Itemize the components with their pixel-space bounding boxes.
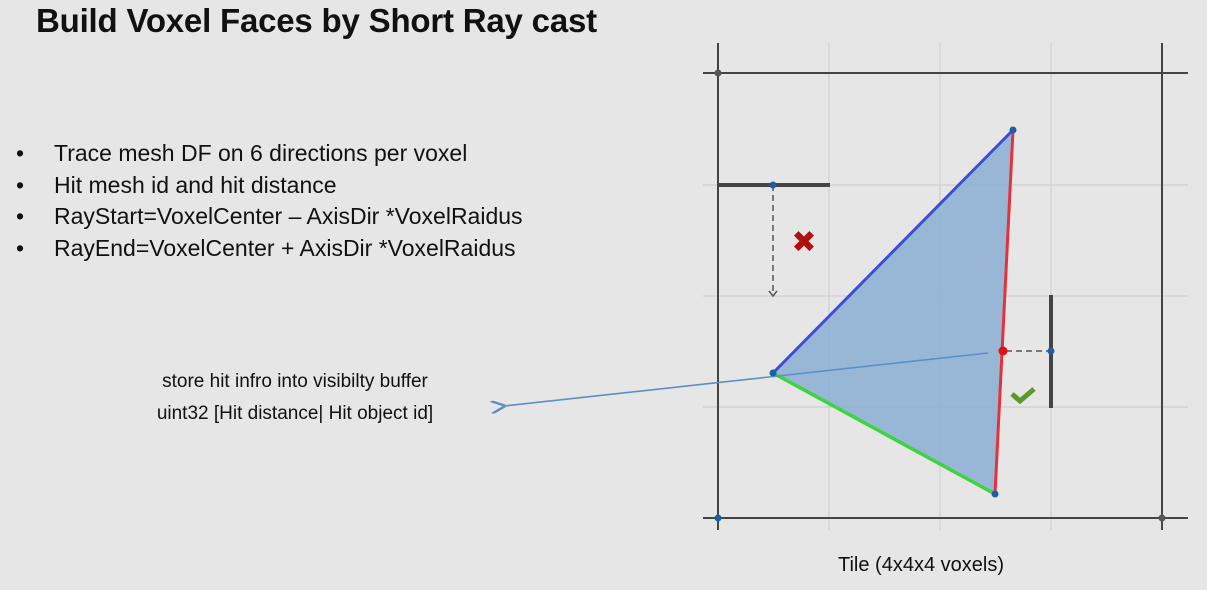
- corner-point: [1158, 514, 1166, 522]
- checkmark-icon: [1010, 387, 1036, 405]
- bullet-list: Trace mesh DF on 6 directions per voxel …: [16, 138, 523, 264]
- diagram-caption: Tile (4x4x4 voxels): [838, 554, 1004, 576]
- bullet-item: Trace mesh DF on 6 directions per voxel: [16, 138, 523, 170]
- edge-blue: [771, 128, 1015, 375]
- mesh-triangle: [773, 130, 1013, 494]
- bullet-item: RayEnd=VoxelCenter + AxisDir *VoxelRaidu…: [16, 233, 523, 265]
- corner-point: [714, 69, 722, 77]
- visibility-buffer-note: store hit infro into visibilty buffer ui…: [100, 366, 490, 430]
- bullet-item: Hit mesh id and hit distance: [16, 170, 523, 202]
- slide-title: Build Voxel Faces by Short Ray cast: [36, 2, 597, 39]
- note-line-1: store hit infro into visibilty buffer: [162, 371, 428, 392]
- edge-green: [772, 371, 996, 496]
- edge-red: [993, 129, 1015, 495]
- bullet-item: RayStart=VoxelCenter – AxisDir *VoxelRai…: [16, 201, 523, 233]
- corner-point: [714, 514, 722, 522]
- pointer-arrow: [504, 352, 989, 406]
- hit-point: [998, 346, 1008, 356]
- note-line-2: uint32 [Hit distance| Hit object id]: [156, 403, 434, 424]
- cross-icon: ✖: [791, 225, 816, 260]
- tile-frame: [703, 43, 1188, 530]
